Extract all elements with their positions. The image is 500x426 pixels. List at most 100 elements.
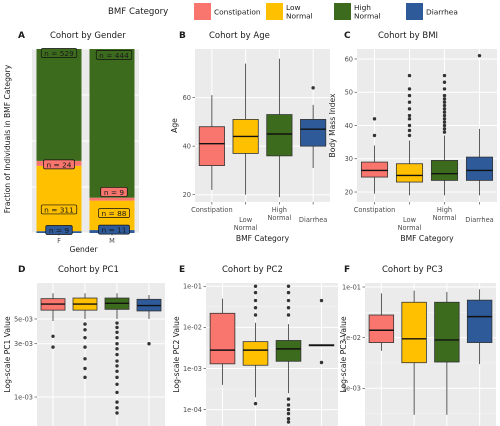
outlier-point [253, 298, 258, 303]
outlier-point [407, 87, 412, 91]
outlier-point [407, 123, 412, 128]
outlier-point [253, 401, 258, 406]
y-tick-label: 1e-01 [183, 283, 202, 291]
box-body [275, 340, 302, 362]
box-constipation [209, 298, 236, 385]
y-axis-label: Age [170, 118, 179, 133]
count-label-box [95, 50, 133, 60]
outlier-point [286, 290, 291, 295]
outlier-point [442, 110, 447, 114]
legend-title: BMF Category [108, 7, 168, 17]
outlier-point [253, 313, 258, 317]
outlier-point [286, 306, 291, 310]
outlier-point [407, 107, 412, 111]
legend-label-2-0: High [354, 3, 371, 12]
panel-b: B Cohort by Age204060ConstipationLowNorma… [170, 31, 330, 243]
panel-letter-b: B [179, 31, 186, 41]
panel-title-d: Cohort by PC1 [58, 265, 119, 275]
outlier-point [319, 298, 324, 303]
legend-key-3 [406, 3, 423, 20]
box-low-normal [232, 63, 259, 195]
outlier-point [115, 411, 119, 415]
outlier-point [286, 313, 291, 317]
box-body [430, 160, 459, 181]
y-tick-label: 60 [183, 94, 191, 102]
x-tick-label: Normal [234, 224, 258, 232]
count-label: n = 529 [44, 49, 74, 58]
outlier-point [286, 420, 291, 424]
count-label: n = 9 [104, 188, 125, 197]
outlier-point [319, 360, 324, 365]
outlier-point [372, 133, 377, 138]
outlier-point [51, 345, 55, 349]
outlier-point [115, 330, 119, 334]
outlier-point [407, 100, 412, 104]
outlier-point [407, 73, 412, 78]
x-tick-label: High [272, 206, 287, 214]
y-tick-label: 1e-03 [183, 365, 202, 373]
x-tick-label: Normal [433, 214, 457, 222]
panel-title-e: Cohort by PC2 [222, 265, 283, 275]
box-low-normal [242, 284, 269, 406]
outlier-point [115, 321, 119, 325]
box-constipation [40, 293, 66, 349]
box-constipation [198, 95, 225, 190]
box-diarrhea [308, 298, 335, 365]
x-tick-label: Low [403, 216, 417, 224]
box-constipation [368, 293, 395, 351]
y-tick-label: 1e-03 [14, 393, 33, 401]
y-tick-label: 40 [345, 122, 353, 130]
panel-letter-e: E [179, 265, 185, 275]
outlier-point [442, 130, 447, 134]
outlier-point [311, 86, 315, 90]
outlier-point [286, 403, 291, 407]
outlier-point [115, 369, 119, 373]
box-low-normal [72, 293, 98, 380]
box-diarrhea [300, 86, 327, 168]
box-body [395, 163, 424, 183]
x-tick-label: Diarrhea [299, 216, 327, 224]
legend-key-1 [266, 3, 283, 20]
outlier-point [83, 345, 87, 349]
outlier-point [51, 334, 55, 338]
panel-a: A Cohort by Gender n = 9 n = 311 n = 24 n = 5… [3, 31, 139, 254]
outlier-point [286, 411, 291, 416]
outlier-point [407, 113, 412, 118]
outlier-point [407, 128, 412, 133]
outlier-point [253, 290, 258, 295]
panel-letter-d: D [18, 265, 25, 275]
count-label: n = 9 [49, 226, 70, 235]
box-high-normal [434, 291, 460, 415]
box-body [466, 299, 493, 343]
x-axis-label: BMF Category [400, 234, 454, 243]
outlier-point [83, 375, 87, 380]
count-label-box [100, 187, 128, 197]
outlier-point [253, 284, 258, 288]
count-label: n = 88 [102, 209, 127, 218]
panel-title-f: Cohort by PC3 [382, 265, 443, 275]
outlier-point [442, 127, 447, 131]
legend-label-1-1: Normal [286, 12, 313, 21]
outlier-point [115, 359, 119, 363]
y-tick-label: 5e-03 [14, 315, 33, 323]
y-axis-label: Log-scale PC2 Value [172, 316, 181, 393]
outlier-point [83, 322, 87, 326]
box-constipation [360, 117, 389, 194]
box-low-normal [395, 73, 424, 196]
x-tick-label: Normal [267, 214, 291, 222]
y-tick-label: 40 [183, 142, 191, 150]
y-axis-label: Body Mass Index [328, 93, 337, 158]
count-label: n = 11 [102, 226, 127, 235]
box-diarrhea [466, 289, 493, 365]
outlier-point [115, 406, 119, 410]
legend-label-3-0: Diarrhea [426, 8, 458, 17]
y-tick-label: 1e-04 [183, 406, 202, 414]
legend: BMF Category Constipation LowNormalHighNo… [108, 3, 458, 21]
outlier-point [407, 93, 412, 98]
outlier-point [83, 328, 87, 332]
bar-segment-m-3 [89, 49, 135, 198]
legend-label-2-1: Normal [354, 12, 381, 21]
outlier-point [115, 325, 119, 330]
box-high-normal [104, 293, 130, 415]
